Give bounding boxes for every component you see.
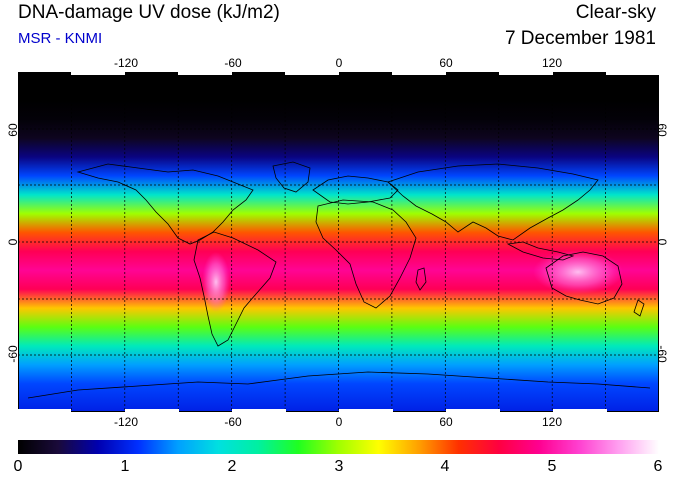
frame-top-segment-5 [499, 72, 553, 75]
graticule [18, 72, 659, 412]
greenland-coastline [272, 161, 311, 193]
colorbar-label-3: 3 [334, 458, 344, 475]
frame-bottom-segment-6 [553, 409, 607, 412]
north-america-coastline [76, 163, 254, 245]
andes-hotspot [202, 252, 230, 312]
colorbar-label-4: 4 [440, 458, 450, 475]
australia-hotspot [533, 250, 623, 294]
lon-tick-top-120: 120 [541, 56, 563, 70]
australia-coastline [545, 251, 623, 305]
africa-coastline [315, 199, 417, 309]
sky-condition-label: Clear-sky [575, 2, 656, 23]
indonesia-coastline [506, 241, 575, 261]
new-zealand-coastline [633, 299, 645, 317]
lon-tick-top-0: 0 [335, 56, 343, 70]
frame-top-segment-1 [71, 72, 125, 75]
lon-tick-bottom-0: 0 [335, 415, 343, 429]
lon-tick-top-60: 60 [439, 56, 453, 70]
date-label: 7 December 1981 [504, 28, 656, 49]
colorbar-label-6: 6 [653, 458, 663, 475]
frame-top-segment-3 [285, 72, 339, 75]
europe-coastline [312, 175, 399, 205]
lon-tick-bottom-m120: -120 [113, 415, 139, 429]
data-source-label: MSR - KNMI [18, 30, 103, 47]
map-title: DNA-damage UV dose (kJ/m2) [18, 2, 280, 23]
frame-bottom-segment-2 [125, 409, 179, 412]
frame-bottom-segment-4 [339, 409, 393, 412]
frame-top-segment-6 [606, 72, 659, 75]
colorbar-label-0: 0 [13, 458, 23, 475]
lon-tick-bottom-m60: -60 [224, 415, 242, 429]
coastlines [27, 161, 651, 399]
colorbar [18, 440, 659, 454]
lon-tick-bottom-60: 60 [439, 415, 453, 429]
frame-top-segment-2 [178, 72, 232, 75]
asia-coastline [387, 163, 599, 241]
frame-bottom-segment-5 [446, 409, 500, 412]
uv-dose-map [18, 72, 659, 412]
frame-bottom-segment-1 [18, 409, 71, 412]
lon-tick-top-m60: -60 [224, 56, 242, 70]
frame-bottom-segment-3 [232, 409, 286, 412]
colorbar-label-5: 5 [547, 458, 557, 475]
madagascar-coastline [415, 267, 427, 291]
colorbar-fill [18, 440, 659, 454]
colorbar-label-1: 1 [120, 458, 130, 475]
map-frame [18, 72, 659, 412]
frame-top-segment-4 [392, 72, 446, 75]
lon-tick-bottom-120: 120 [541, 415, 563, 429]
south-america-coastline [193, 231, 277, 347]
colorbar-label-2: 2 [227, 458, 237, 475]
antarctica-coastline [27, 371, 651, 399]
lon-tick-top-m120: -120 [113, 56, 139, 70]
